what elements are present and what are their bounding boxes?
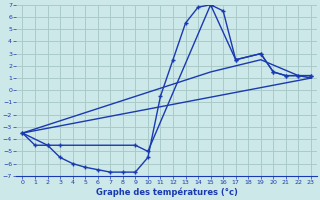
X-axis label: Graphe des températures (°c): Graphe des températures (°c) xyxy=(96,188,238,197)
